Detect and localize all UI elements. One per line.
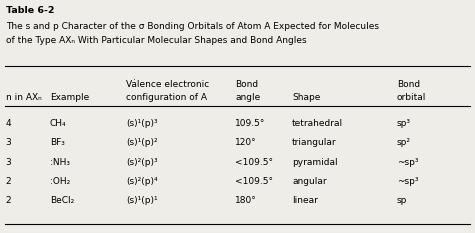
Text: angular: angular	[292, 177, 327, 186]
Text: The s and p Character of the σ Bonding Orbitals of Atom A Expected for Molecules: The s and p Character of the σ Bonding O…	[6, 22, 379, 31]
Text: BF₃: BF₃	[50, 138, 65, 147]
Text: 180°: 180°	[235, 196, 257, 205]
Text: Example: Example	[50, 93, 89, 102]
Text: 3: 3	[6, 158, 11, 167]
Text: Valence electronic: Valence electronic	[126, 80, 209, 89]
Text: sp²: sp²	[397, 138, 410, 147]
Text: (s)¹(p)²: (s)¹(p)²	[126, 138, 158, 147]
Text: 3: 3	[6, 138, 11, 147]
Text: triangular: triangular	[292, 138, 337, 147]
Text: 2: 2	[6, 196, 11, 205]
Text: .: .	[133, 73, 136, 82]
Text: Bond: Bond	[235, 80, 258, 89]
Text: of the Type AXₙ With Particular Molecular Shapes and Bond Angles: of the Type AXₙ With Particular Molecula…	[6, 36, 306, 45]
Text: <109.5°: <109.5°	[235, 158, 273, 167]
Text: orbital: orbital	[397, 93, 426, 102]
Text: 4: 4	[6, 119, 11, 128]
Text: .: .	[236, 229, 239, 233]
Text: 109.5°: 109.5°	[235, 119, 266, 128]
Text: (s)²(p)³: (s)²(p)³	[126, 158, 158, 167]
Text: (s)¹(p)¹: (s)¹(p)¹	[126, 196, 158, 205]
Text: pyramidal: pyramidal	[292, 158, 338, 167]
Text: ~sp³: ~sp³	[397, 177, 418, 186]
Text: angle: angle	[235, 93, 260, 102]
Text: configuration of A: configuration of A	[126, 93, 207, 102]
Text: BeCl₂: BeCl₂	[50, 196, 74, 205]
Text: (s)²(p)⁴: (s)²(p)⁴	[126, 177, 158, 186]
Text: :NH₃: :NH₃	[50, 158, 70, 167]
Text: Table 6-2: Table 6-2	[6, 6, 54, 15]
Text: :OH₂: :OH₂	[50, 177, 70, 186]
Text: sp: sp	[397, 196, 407, 205]
Text: Bond: Bond	[397, 80, 420, 89]
Text: 120°: 120°	[235, 138, 257, 147]
Text: Shape: Shape	[292, 93, 321, 102]
Text: n in AXₙ: n in AXₙ	[6, 93, 41, 102]
Text: 2: 2	[6, 177, 11, 186]
Text: tetrahedral: tetrahedral	[292, 119, 343, 128]
Text: (s)¹(p)³: (s)¹(p)³	[126, 119, 158, 128]
Text: <109.5°: <109.5°	[235, 177, 273, 186]
Text: sp³: sp³	[397, 119, 410, 128]
Text: linear: linear	[292, 196, 318, 205]
Text: ~sp³: ~sp³	[397, 158, 418, 167]
Text: CH₄: CH₄	[50, 119, 66, 128]
